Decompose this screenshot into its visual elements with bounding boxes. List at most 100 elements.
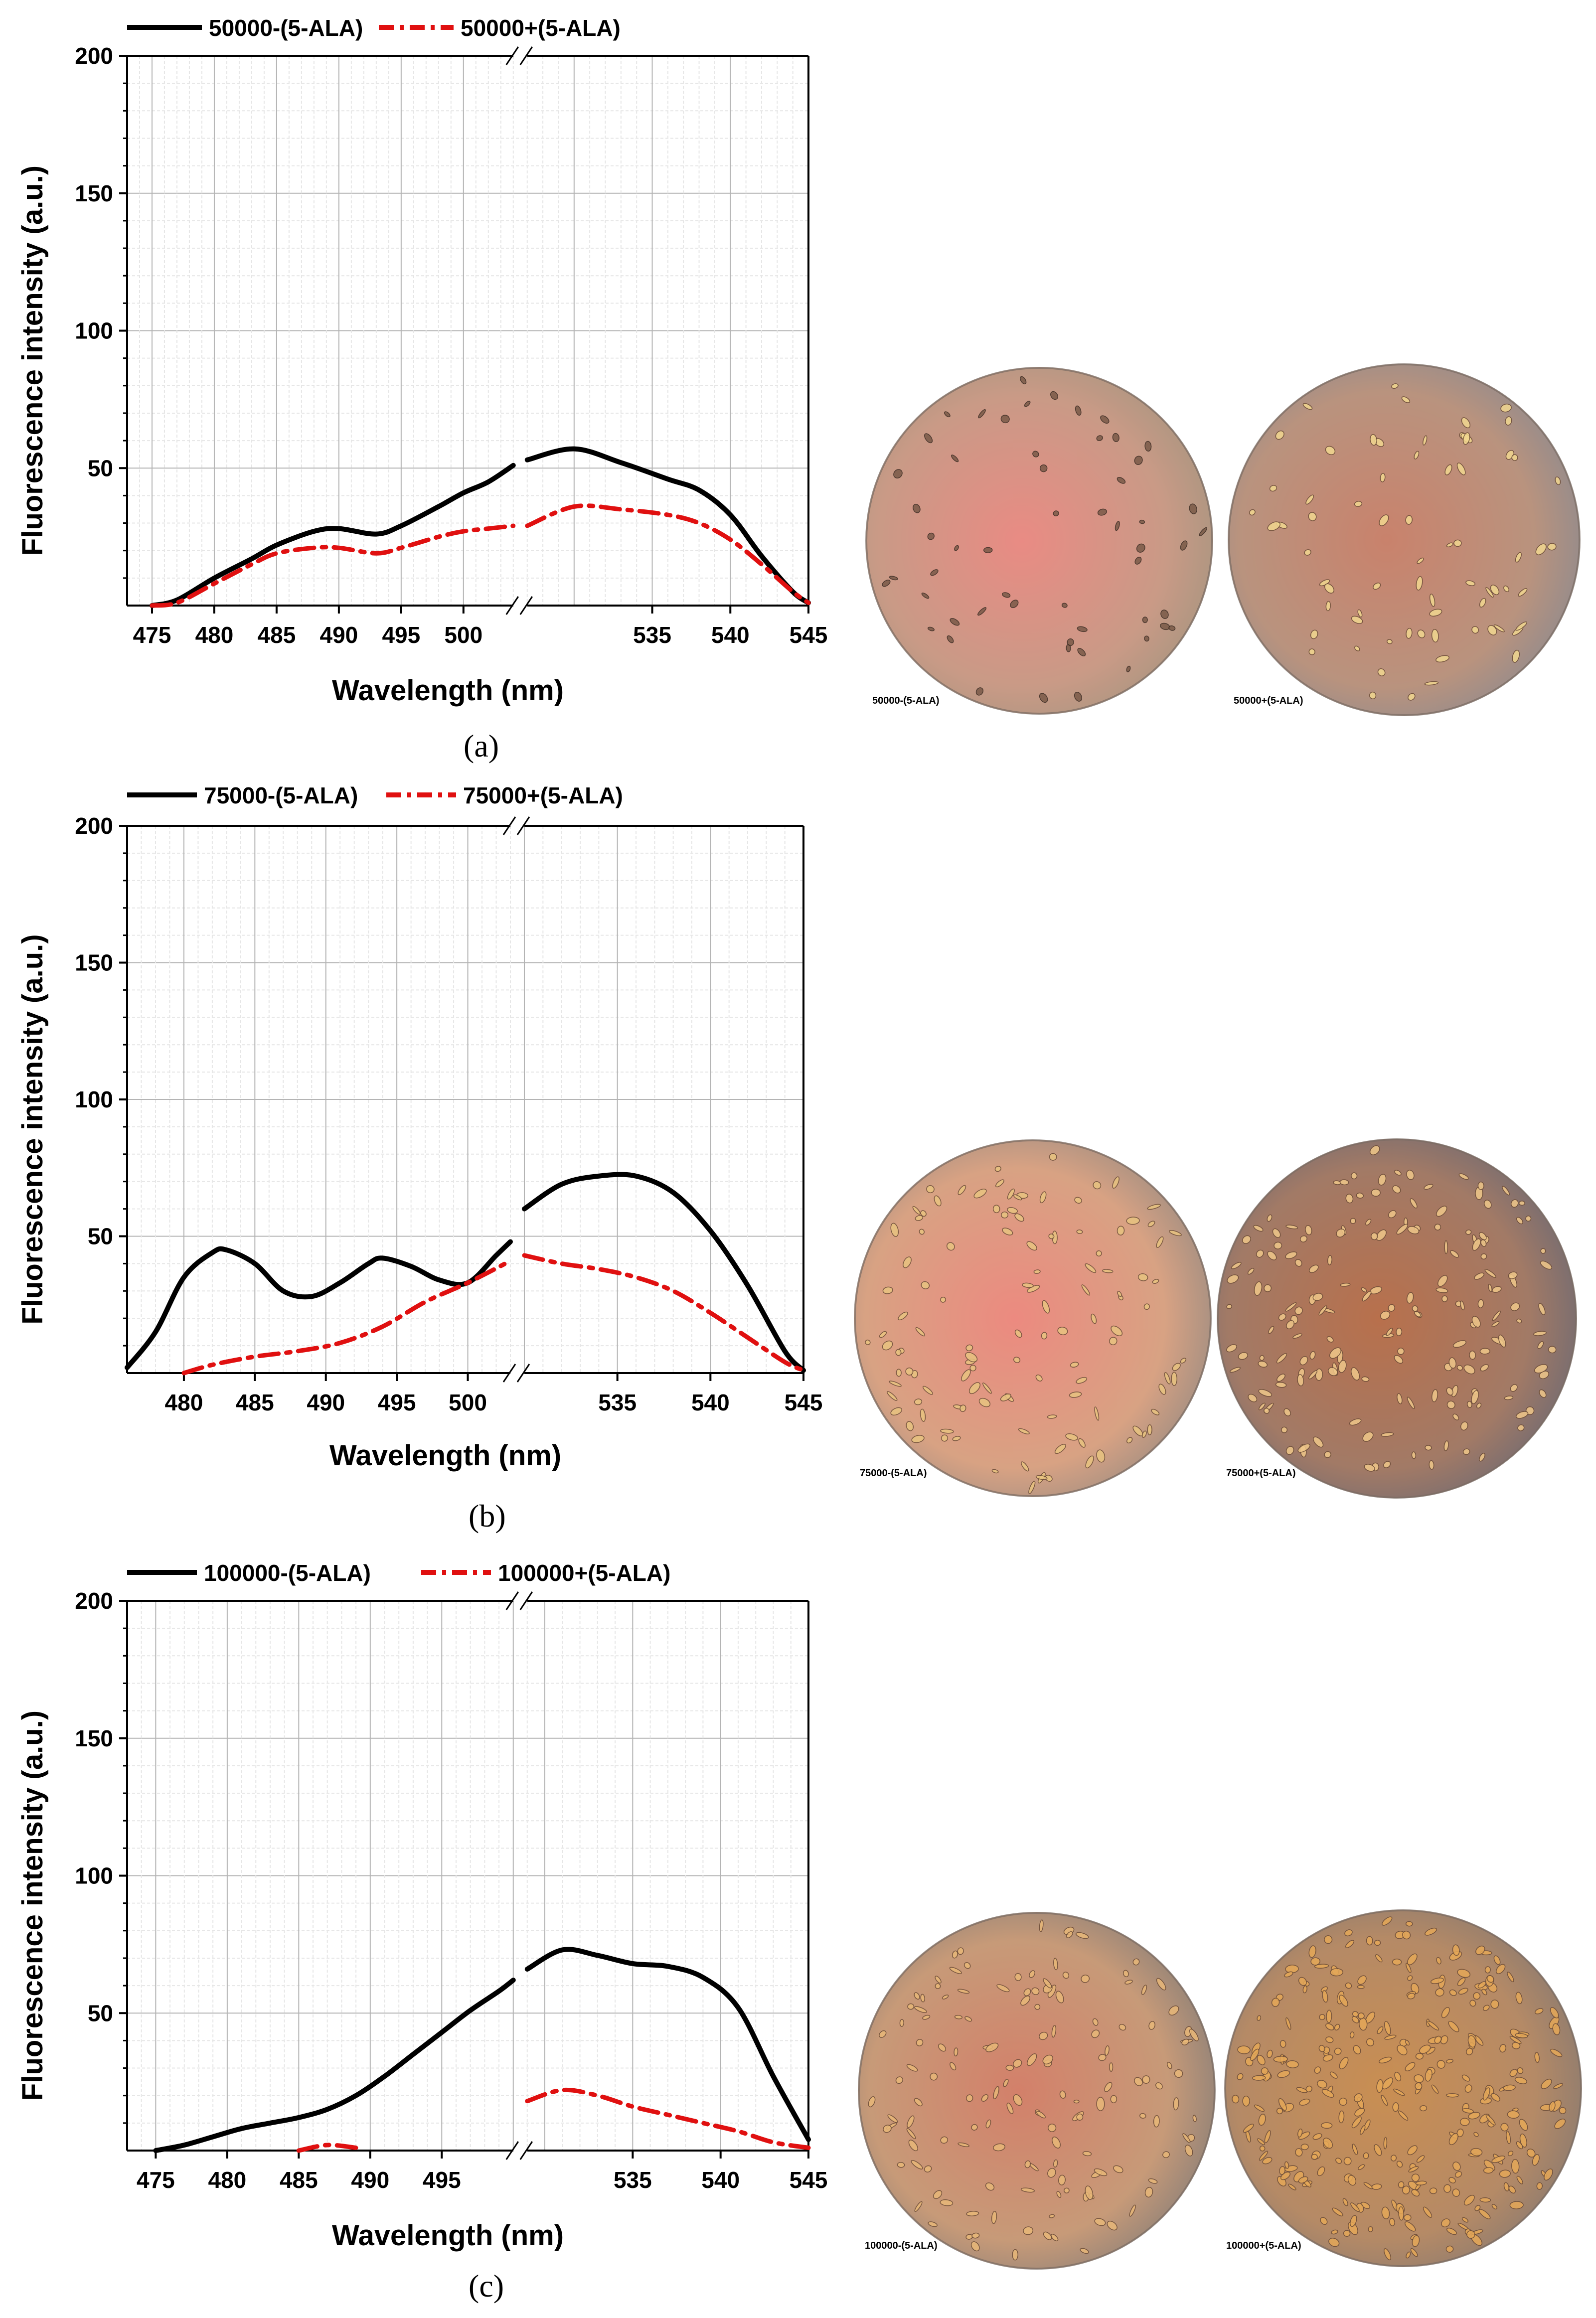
- cell: [958, 2142, 970, 2148]
- micrograph-b-left-label: 75000-(5-ALA): [860, 1468, 927, 1479]
- cell: [1096, 1449, 1106, 1463]
- x-ticks: 475 480 485 490 495 500 535 540 545: [133, 606, 827, 648]
- cell: [865, 1339, 871, 1345]
- cell: [1003, 2079, 1009, 2087]
- cell: [1374, 1940, 1381, 1946]
- cell: [1097, 508, 1108, 516]
- cell: [1550, 2007, 1559, 2018]
- cell: [1299, 1235, 1307, 1242]
- axes: [126, 1591, 809, 2160]
- cell: [1032, 451, 1039, 458]
- cell: [1509, 2035, 1522, 2044]
- micrograph-c-left-label: 100000-(5-ALA): [865, 2240, 938, 2251]
- cell: [1405, 515, 1413, 525]
- cell: [919, 1229, 925, 1235]
- cell: [1419, 2044, 1431, 2054]
- cell: [1020, 376, 1027, 385]
- bottom-break-mark-0: [505, 2141, 519, 2160]
- cell: [985, 2119, 991, 2129]
- cell: [1436, 1206, 1447, 1217]
- cell: [1325, 446, 1336, 456]
- cell: [1410, 2248, 1418, 2257]
- cell: [897, 2162, 905, 2168]
- cell: [1018, 1428, 1030, 1434]
- cell: [1350, 1218, 1356, 1224]
- x-tick-label-475: 475: [137, 2167, 175, 2193]
- cell: [930, 2072, 938, 2081]
- cell: [1340, 1282, 1351, 1287]
- cell: [1112, 1176, 1119, 1189]
- cell: [1515, 621, 1528, 631]
- cell: [983, 547, 993, 553]
- cell: [1415, 2180, 1427, 2186]
- cell: [1484, 1269, 1496, 1278]
- cell: [1460, 1300, 1465, 1311]
- cell: [1104, 2082, 1113, 2092]
- cell: [1482, 2005, 1490, 2011]
- cell: [1486, 1975, 1494, 1983]
- gridlines: [127, 1601, 809, 2151]
- micrograph-b-right-label: 75000+(5-ALA): [1226, 1468, 1296, 1479]
- caption-b: (b): [469, 1498, 506, 1534]
- cell: [1322, 2054, 1333, 2062]
- cell: [1431, 629, 1439, 643]
- cell: [1310, 629, 1318, 639]
- cell: [924, 2165, 932, 2172]
- cell: [1117, 1226, 1125, 1236]
- cell: [1276, 2108, 1283, 2115]
- cell: [1414, 1311, 1421, 1317]
- cell: [978, 409, 986, 419]
- cell: [1078, 1438, 1086, 1448]
- cell: [1491, 1321, 1500, 1327]
- cell: [1258, 1361, 1268, 1368]
- cell: [1259, 2146, 1266, 2152]
- micrograph-a-right-image: [1228, 363, 1581, 716]
- cell: [971, 2232, 980, 2239]
- cell: [968, 1382, 981, 1394]
- cell: [981, 2094, 988, 2102]
- cell: [1361, 1376, 1370, 1382]
- x-tick-label-545: 545: [785, 1390, 823, 1415]
- cell: [1456, 2128, 1464, 2138]
- cell: [906, 2128, 916, 2140]
- cell: [1487, 625, 1497, 635]
- y-ticks: 50 100 150 200: [75, 813, 127, 1347]
- cell: [1339, 2057, 1349, 2070]
- cell: [1047, 1414, 1057, 1419]
- x-tick-label-485: 485: [236, 1390, 274, 1415]
- micrograph-c-left: [857, 1911, 1216, 2270]
- cell: [927, 532, 935, 540]
- cell: [1471, 626, 1479, 634]
- micrograph-cells: [1249, 383, 1561, 701]
- cell: [1267, 2049, 1273, 2058]
- cell: [1481, 1989, 1487, 1996]
- cell: [1459, 2118, 1470, 2126]
- micrograph-a-right-label: 50000+(5-ALA): [1234, 695, 1303, 706]
- cell: [1378, 2056, 1392, 2064]
- cell: [1243, 2124, 1254, 2133]
- cell: [1100, 415, 1110, 424]
- cell: [1407, 1226, 1420, 1235]
- chart-b: 50 100 150 200 480 485 490 495 500 535 540 545 Wavel…: [16, 782, 823, 1472]
- cell: [1314, 2066, 1321, 2074]
- cell: [920, 1994, 925, 2003]
- cell: [1302, 403, 1313, 410]
- cell: [993, 2143, 1006, 2152]
- cell: [1231, 1262, 1242, 1269]
- cell: [1277, 2070, 1290, 2078]
- cell: [1118, 2024, 1126, 2031]
- cell: [1434, 2035, 1442, 2044]
- cell: [1516, 1217, 1523, 1225]
- cell: [1267, 1214, 1273, 1222]
- cell: [1317, 2166, 1325, 2176]
- cell: [1448, 2020, 1459, 2032]
- cell: [940, 2136, 949, 2144]
- cell: [1264, 2130, 1271, 2144]
- cell: [1075, 405, 1082, 416]
- cell: [1457, 1969, 1471, 1978]
- y-tick-label-200: 200: [75, 43, 113, 69]
- cell: [1272, 1228, 1281, 1238]
- cell: [1275, 430, 1284, 440]
- cell: [1416, 2155, 1425, 2163]
- cell: [1407, 1993, 1416, 2000]
